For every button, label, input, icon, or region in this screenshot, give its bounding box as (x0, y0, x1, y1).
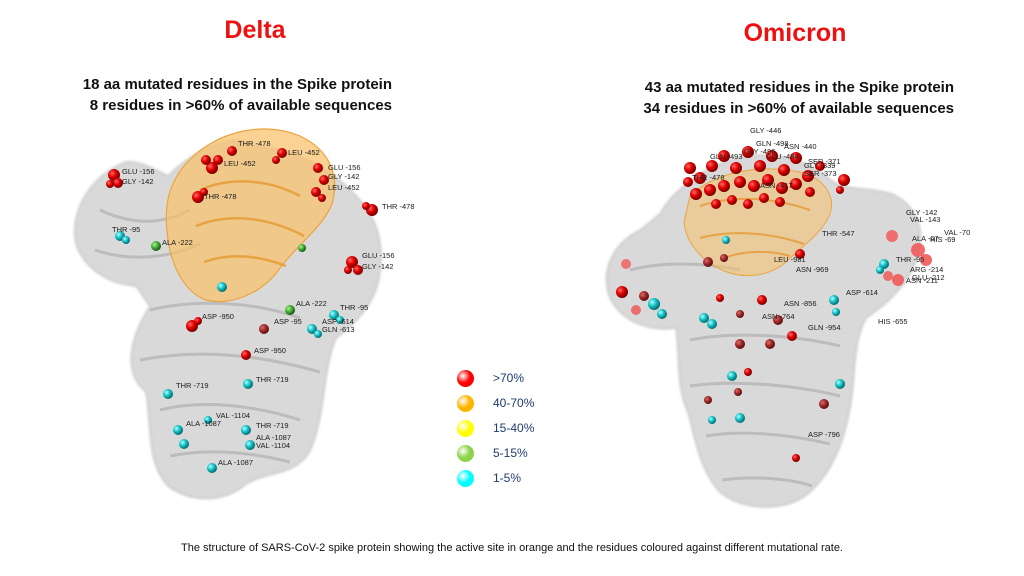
omicron-label: GLU -212 (912, 273, 945, 282)
delta-label: THR -719 (176, 381, 209, 390)
legend-dot (457, 470, 474, 487)
delta-label: THR -478 (238, 139, 271, 148)
omicron-label: GLY -446 (750, 126, 781, 135)
delta-label: ALA -1087 (218, 458, 253, 467)
omicron-protein (605, 154, 922, 508)
delta-label: LEU -452 (328, 183, 360, 192)
delta-label: GLU -156 (122, 167, 155, 176)
omicron-label: ALA -67 (912, 234, 939, 243)
omicron-label: ASN -417 (760, 181, 793, 190)
omicron-label: GLN -493 (710, 152, 743, 161)
legend-dot (457, 445, 474, 462)
omicron-label: GLY -496 (744, 147, 775, 156)
omicron-label: ASP -796 (808, 430, 840, 439)
delta-label: GLN -613 (322, 325, 355, 334)
legend-label: 5-15% (493, 446, 528, 460)
delta-label: ASP -950 (254, 346, 286, 355)
delta-label: ALA -1087 (186, 419, 221, 428)
delta-label: VAL -1104 (216, 411, 250, 420)
omicron-label: SER -371 (808, 157, 841, 166)
omicron-label: GLN -498 (756, 139, 789, 148)
delta-subtitle-line1: 18 aa mutated residues in the Spike prot… (82, 76, 392, 93)
omicron-label: THR -95 (896, 255, 924, 264)
delta-subtitle: 18 aa mutated residues in the Spike prot… (20, 74, 392, 116)
omicron-label: HIS -69 (930, 235, 955, 244)
omicron-subtitle: 43 aa mutated residues in the Spike prot… (580, 77, 954, 119)
legend-dot (457, 395, 474, 412)
omicron-label: THR -478 (692, 173, 725, 182)
omicron-label: ASN -856 (784, 299, 817, 308)
omicron-label: THR -547 (822, 229, 855, 238)
delta-label: ALA -222 (296, 299, 327, 308)
omicron-label: GLN -954 (808, 323, 841, 332)
delta-label: THR -478 (204, 192, 237, 201)
omicron-subtitle-line2: 34 residues in >60% of available sequenc… (643, 100, 954, 117)
delta-residue-labels: THR -478 LEU -452 LEU -452 GLU -156 GLY … (112, 139, 415, 467)
omicron-label: GLY -339 (804, 161, 835, 170)
delta-subtitle-line2: 8 residues in >60% of available sequence… (89, 97, 392, 114)
omicron-residue-spheres (616, 146, 932, 462)
delta-label: ASP -950 (202, 312, 234, 321)
legend-label: 1-5% (493, 471, 522, 485)
omicron-label: SER -373 (804, 169, 837, 178)
delta-label: LEU -452 (288, 148, 320, 157)
omicron-label: ASN -211 (906, 276, 938, 285)
delta-label: VAL -1104 (256, 441, 290, 450)
delta-label: ASP -614 (322, 317, 354, 326)
delta-label: GLY -142 (122, 177, 153, 186)
omicron-label: ASP -614 (846, 288, 878, 297)
delta-label: THR -95 (112, 225, 140, 234)
omicron-label: LEU -981 (774, 255, 806, 264)
delta-label: LEU -452 (224, 159, 256, 168)
delta-label: THR -719 (256, 421, 289, 430)
omicron-label: ASN -440 (784, 142, 817, 151)
figure-caption: The structure of SARS-CoV-2 spike protei… (180, 542, 843, 554)
omicron-label: ASN -764 (762, 312, 795, 321)
delta-title: Delta (224, 16, 286, 44)
omicron-title: Omicron (743, 19, 847, 47)
legend-dot (457, 370, 474, 387)
omicron-residue-labels: GLY -446 GLN -498 GLY -496 GLN -493 ASN … (692, 126, 970, 439)
legend-label: 40-70% (493, 396, 535, 410)
legend-label: >70% (493, 371, 525, 385)
legend-dot (457, 420, 474, 437)
delta-label: GLU -156 (328, 163, 361, 172)
delta-residue-spheres (106, 146, 378, 473)
delta-label: GLY -142 (362, 262, 393, 271)
omicron-subtitle-line1: 43 aa mutated residues in the Spike prot… (644, 79, 954, 96)
omicron-label: GLY -142 (906, 208, 937, 217)
delta-label: ALA -1087 (256, 433, 291, 442)
delta-label: THR -719 (256, 375, 289, 384)
omicron-label: HIS -655 (878, 317, 908, 326)
delta-label: THR -95 (340, 303, 368, 312)
legend-label: 15-40% (493, 421, 535, 435)
delta-label: ASP -95 (274, 317, 302, 326)
omicron-label: GLU -484 (766, 152, 799, 161)
delta-label: GLU -156 (362, 251, 395, 260)
omicron-label: VAL -70 (944, 228, 970, 237)
delta-label: THR -478 (382, 202, 415, 211)
omicron-label: VAL -143 (910, 215, 940, 224)
omicron-label: ASN -969 (796, 265, 829, 274)
omicron-label: ARG -214 (910, 265, 943, 274)
delta-label: ALA -222 (162, 238, 193, 247)
delta-label: GLY -142 (328, 172, 359, 181)
